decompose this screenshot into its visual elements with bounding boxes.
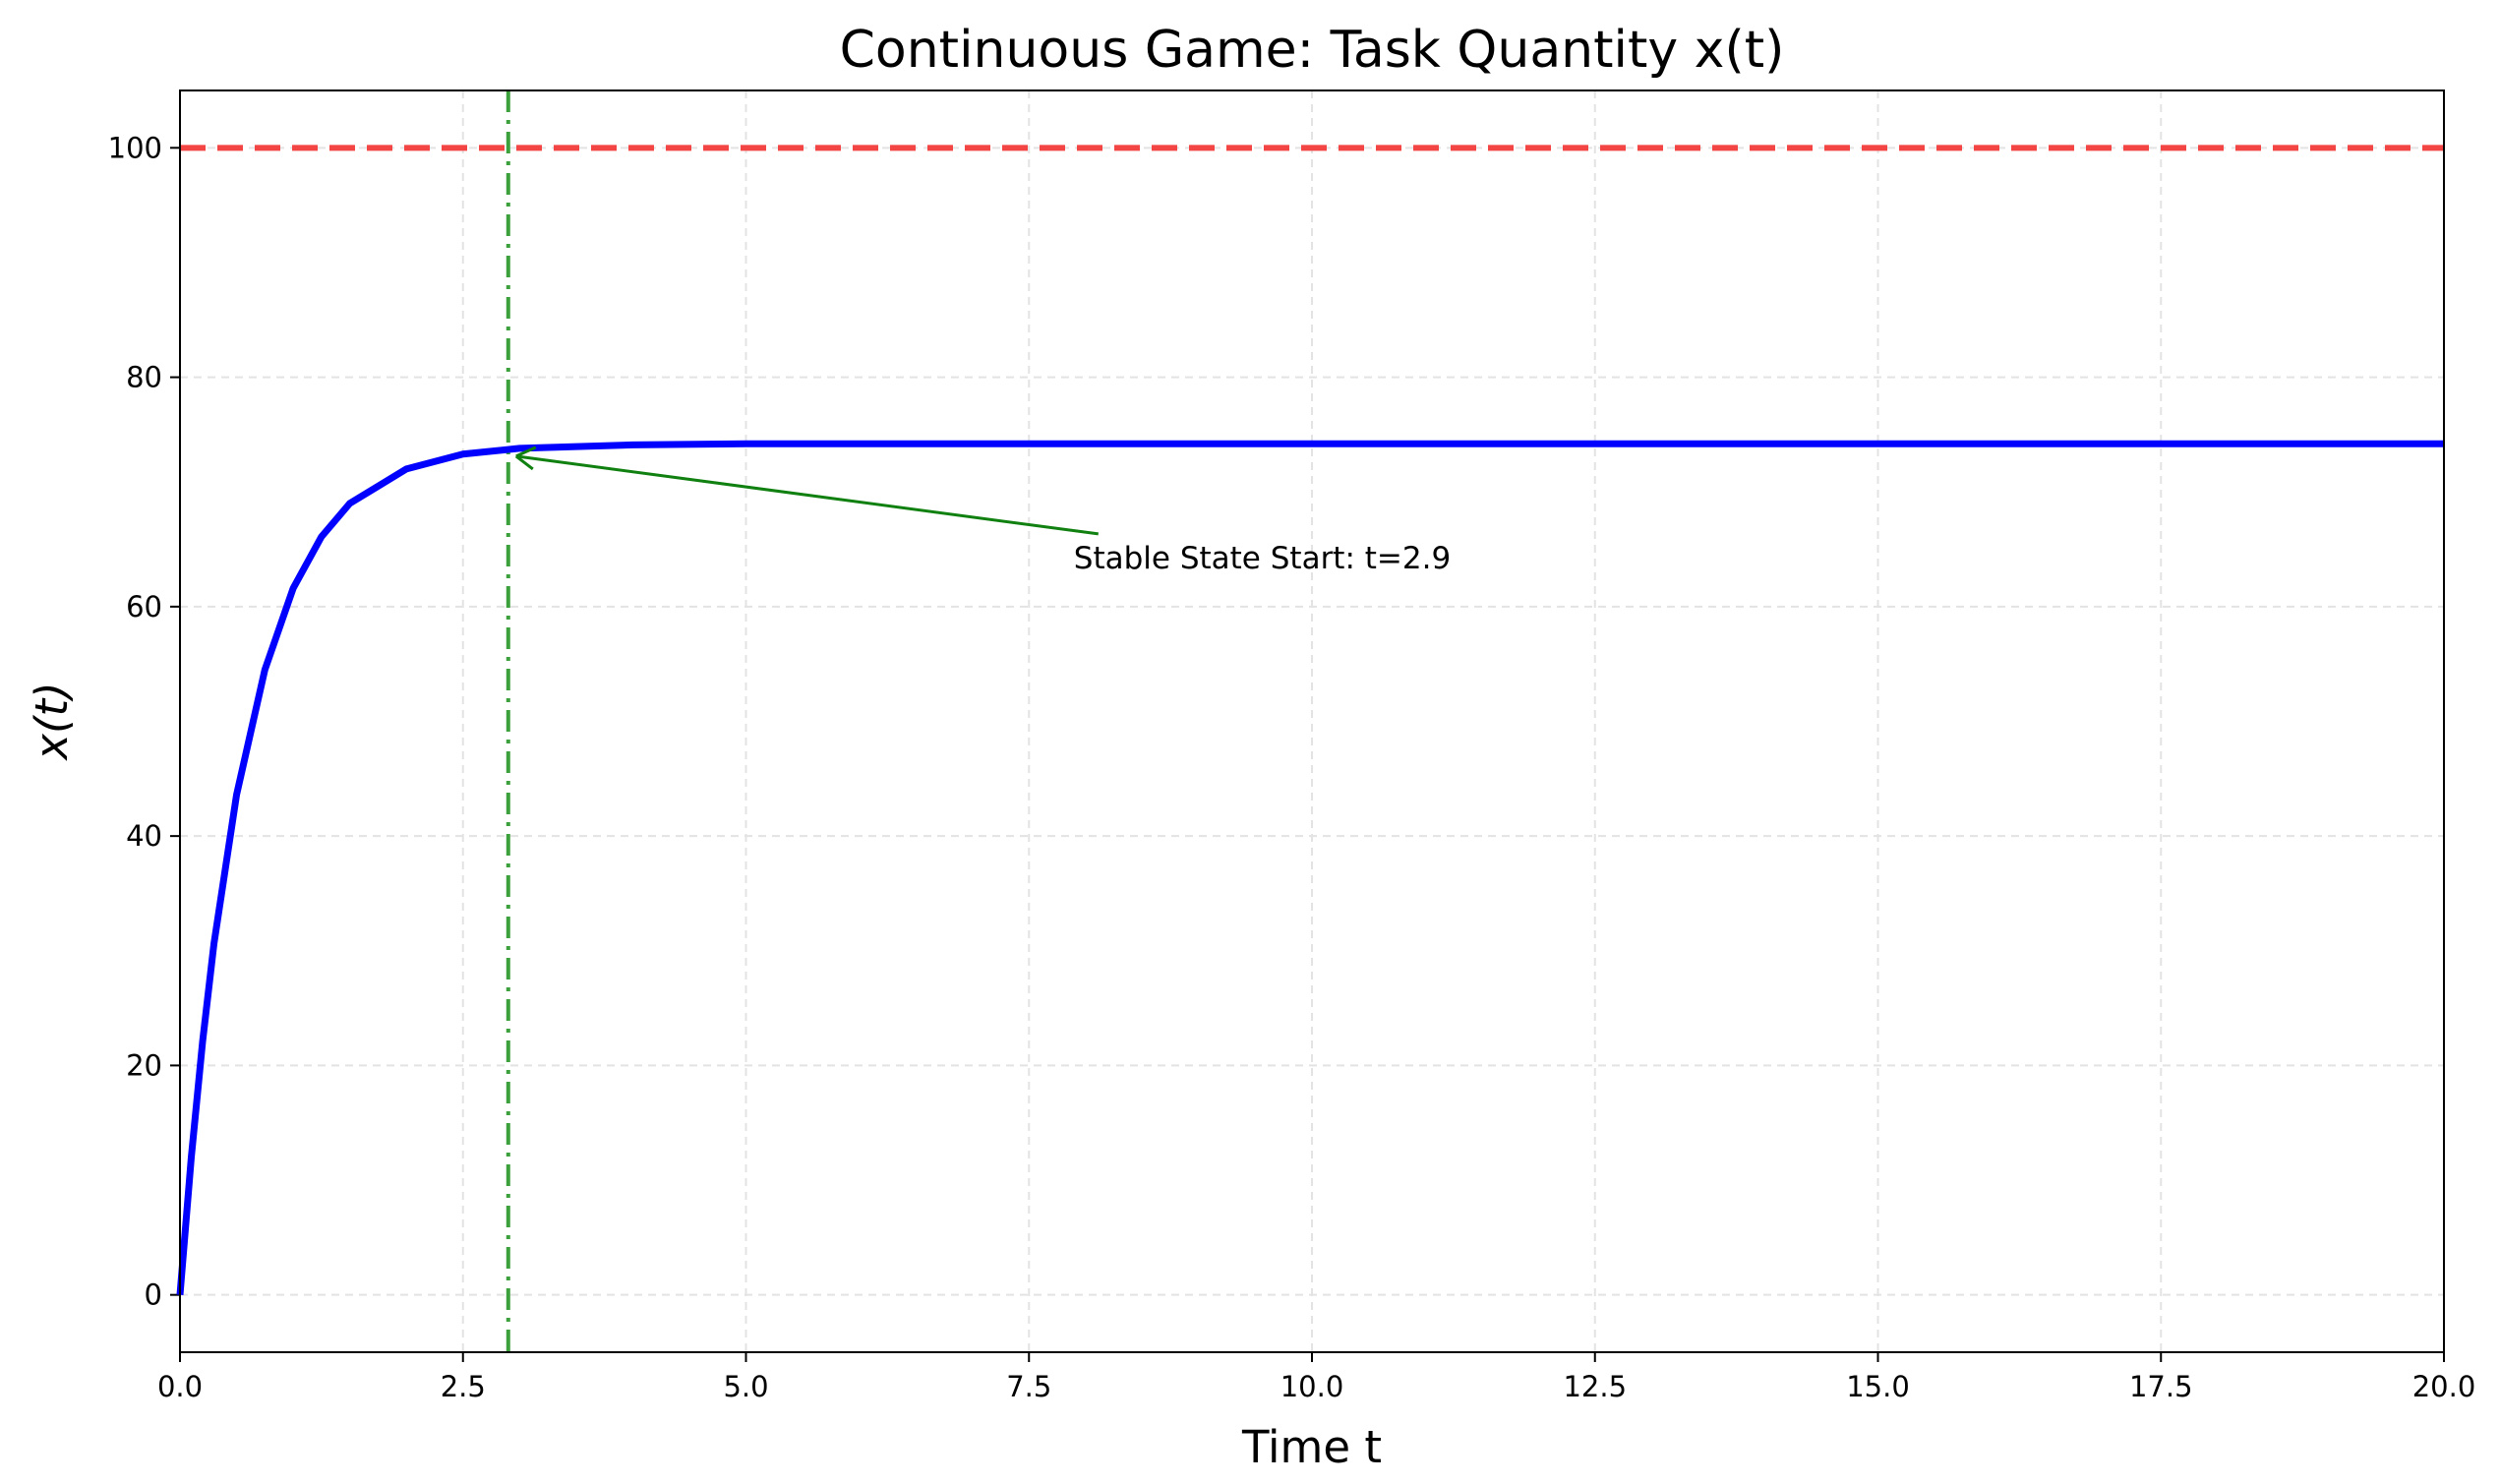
- y-tick-label: 20: [126, 1048, 162, 1082]
- y-tick-label: 40: [126, 819, 162, 853]
- annotation-arrow: [515, 454, 1099, 536]
- x-tick-label: 17.5: [2129, 1370, 2193, 1403]
- annotation: Stable State Start: t=2.9: [1074, 541, 1451, 576]
- y-tick-label: 0: [145, 1278, 162, 1312]
- x-tick-label: 7.5: [1006, 1370, 1051, 1403]
- x-tick-label: 10.0: [1280, 1370, 1344, 1403]
- annotation-arrowhead: [514, 445, 537, 471]
- chart-title: Continuous Game: Task Quantity x(t): [840, 21, 1785, 80]
- y-axis-label: x(t): [26, 682, 78, 761]
- y-tick-label: 80: [126, 361, 162, 394]
- x-tick-label: 0.0: [157, 1370, 203, 1403]
- y-tick-label: 100: [108, 131, 162, 164]
- data-line: [176, 440, 2444, 1295]
- x-axis-label: Time t: [1241, 1421, 1382, 1473]
- plot-frame: [179, 89, 2445, 1353]
- x-tick-label: 2.5: [441, 1370, 486, 1403]
- x-tick-label: 12.5: [1563, 1370, 1627, 1403]
- x-tick-label: 5.0: [723, 1370, 768, 1403]
- x-tick-label: 20.0: [2412, 1370, 2476, 1403]
- y-tick-label: 60: [126, 590, 162, 623]
- x-tick-label: 15.0: [1846, 1370, 1910, 1403]
